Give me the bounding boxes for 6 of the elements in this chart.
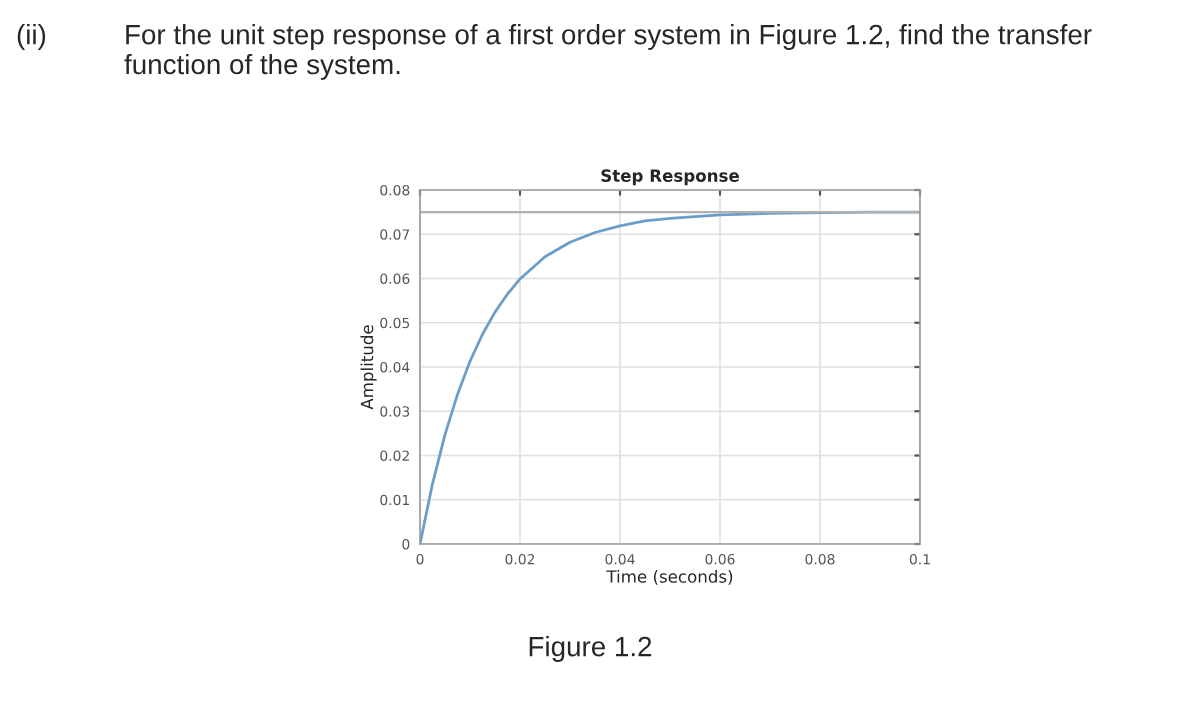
caption: Figure 1.2 <box>529 636 652 662</box>
y-axis-title: Amplitude <box>360 325 377 410</box>
text: (ii) <box>17 24 46 50</box>
text: For the unit step response of a first order system in Figure 1.2, find the transfer function of the system. <box>124 24 1092 80</box>
chart-title: Step Response <box>601 169 739 186</box>
x-axis-title: Time (seconds) <box>606 569 733 585</box>
